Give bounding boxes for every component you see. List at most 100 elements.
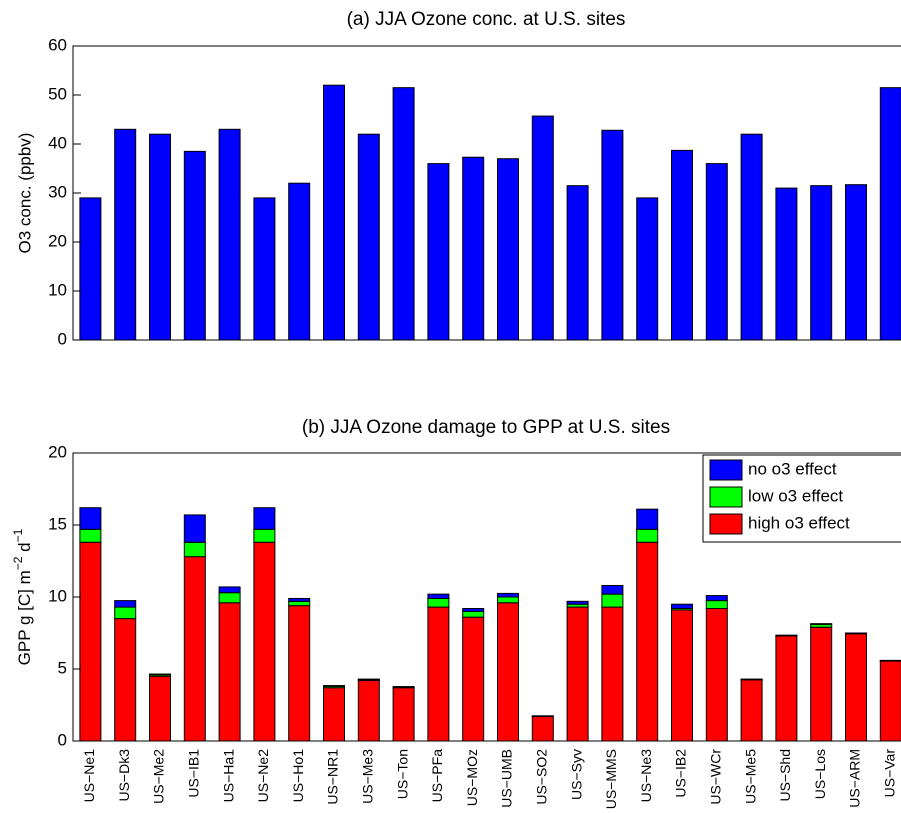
bar-segment xyxy=(79,541,102,742)
bar-segment xyxy=(114,618,137,742)
bar xyxy=(845,184,867,341)
x-tick-label: US−Dk3 xyxy=(116,749,132,802)
legend-swatch xyxy=(709,459,743,481)
legend-label: no o3 effect xyxy=(748,459,837,478)
y-axis-label: O3 conc. (ppbv) xyxy=(15,133,34,254)
legend-label: low o3 effect xyxy=(748,486,843,505)
x-tick-label: US−Ne3 xyxy=(638,749,654,803)
y-tick-label: 5 xyxy=(58,658,67,677)
bar xyxy=(810,185,833,341)
x-tick-label: US−MOz xyxy=(464,749,480,806)
chart-title: (a) JJA Ozone conc. at U.S. sites xyxy=(347,9,626,30)
y-tick-label: 10 xyxy=(48,280,67,299)
bar xyxy=(427,163,450,341)
bar-segment xyxy=(497,602,519,742)
bar-segment xyxy=(462,610,485,618)
bar-segment xyxy=(636,541,659,742)
bar xyxy=(79,197,102,341)
bar xyxy=(705,163,728,341)
bar-segment xyxy=(705,608,728,742)
x-tick-label: US−PFa xyxy=(429,749,445,803)
bar-segment xyxy=(705,595,728,602)
y-tick-label: 60 xyxy=(48,35,67,54)
x-tick-label: US−SO2 xyxy=(534,749,550,805)
bar-segment xyxy=(810,623,833,625)
bar-segment xyxy=(601,593,624,608)
bar-segment xyxy=(79,507,102,530)
bar-segment xyxy=(810,626,833,742)
bar xyxy=(566,185,589,341)
x-tick-label: US−Me3 xyxy=(360,749,376,804)
bar xyxy=(879,87,901,341)
legend-swatch xyxy=(709,513,743,535)
bar-segment xyxy=(183,556,206,742)
y-tick-label: 0 xyxy=(58,730,67,749)
bar-segment xyxy=(775,635,798,742)
bar-segment xyxy=(566,606,589,742)
bar-segment xyxy=(427,593,450,599)
bar xyxy=(323,84,345,341)
x-tick-label: US−IB1 xyxy=(186,749,202,798)
bar xyxy=(253,197,276,341)
bar xyxy=(149,133,171,341)
bar-segment xyxy=(218,586,241,594)
y-tick-label: 15 xyxy=(48,514,67,533)
bar xyxy=(392,87,415,341)
bar-segment xyxy=(149,673,171,676)
bar-segment xyxy=(636,508,659,530)
y-tick-label: 0 xyxy=(58,329,67,348)
bar-segment xyxy=(462,608,485,612)
x-tick-label: US−Me5 xyxy=(742,749,758,804)
bar-segment xyxy=(183,541,206,558)
x-tick-label: US−MMS xyxy=(603,749,619,809)
bar-segment xyxy=(114,600,137,608)
bar xyxy=(775,187,798,341)
bar-segment xyxy=(427,597,450,608)
x-tick-label: US−Ha1 xyxy=(220,749,236,803)
x-tick-label: US−Var xyxy=(882,749,898,798)
bar xyxy=(288,182,311,341)
bar-segment xyxy=(845,633,867,742)
bar-segment xyxy=(114,606,137,620)
bar-segment xyxy=(183,514,206,543)
bar xyxy=(531,115,554,341)
bar-segment xyxy=(357,678,380,681)
bar-segment xyxy=(288,597,311,602)
legend: no o3 effect low o3 effect high o3 effect xyxy=(702,454,901,543)
x-tick-label: US−NR1 xyxy=(325,749,341,805)
bar-segment xyxy=(497,596,519,604)
bar xyxy=(357,133,380,341)
bar xyxy=(218,128,241,341)
legend-swatch xyxy=(709,486,743,508)
x-tick-label: US−Shd xyxy=(777,749,793,802)
bar-segment xyxy=(253,528,276,543)
x-tick-label: US−Syv xyxy=(568,749,584,800)
bar-segment xyxy=(740,679,763,742)
x-tick-label: US−WCr xyxy=(708,749,724,805)
bar-segment xyxy=(566,600,589,605)
bar-segment xyxy=(149,675,171,742)
bar xyxy=(601,129,624,341)
legend-label: high o3 effect xyxy=(748,513,850,532)
bar-segment xyxy=(705,600,728,610)
bar xyxy=(462,156,485,341)
x-tick-label: US−Ho1 xyxy=(290,749,306,803)
x-tick-label: US−UMB xyxy=(499,749,515,808)
label-part: GPP g [C] m xyxy=(15,570,34,665)
y-tick-label: 50 xyxy=(48,84,67,103)
bar xyxy=(636,197,659,341)
bar-segment xyxy=(288,600,311,607)
bar-segment xyxy=(253,541,276,742)
bar-segment xyxy=(601,606,624,742)
y-tick-label: 20 xyxy=(48,442,67,461)
superscript: −1 xyxy=(11,528,25,542)
superscript: −2 xyxy=(11,556,25,570)
bar-segment xyxy=(218,602,241,742)
bar-segment xyxy=(253,507,276,530)
bar-segment xyxy=(671,603,693,610)
x-tick-label: US−Ne1 xyxy=(81,749,97,803)
bar-segment xyxy=(671,609,693,742)
bar-segment xyxy=(218,592,241,604)
bar-segment xyxy=(427,606,450,742)
bar-segment xyxy=(392,687,415,742)
